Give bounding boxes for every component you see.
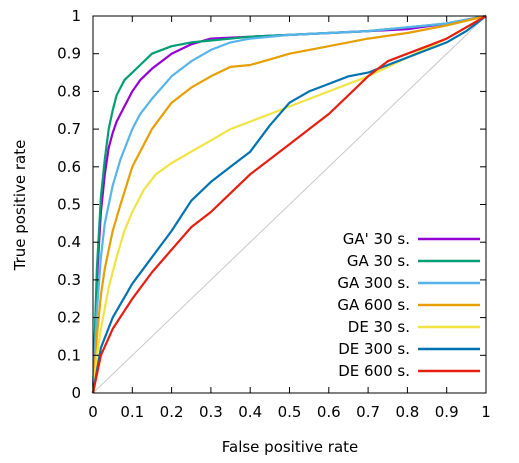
- y-tick-label: 0.8: [57, 82, 81, 100]
- legend-label-7: DE 600 s.: [338, 362, 410, 380]
- legend-label-1: GA' 30 s.: [343, 230, 410, 248]
- x-tick-label: 0.8: [395, 403, 419, 421]
- x-tick-label: 0.1: [120, 403, 144, 421]
- x-axis-label: False positive rate: [222, 438, 359, 456]
- y-axis-label: True positive rate: [11, 140, 29, 272]
- series-line-6: [91, 15, 487, 394]
- diagonal-reference-line: [92, 15, 487, 394]
- series-line-5: [91, 15, 487, 394]
- y-tick-label: 0.1: [57, 346, 81, 364]
- y-tick-label: 0.3: [57, 271, 81, 289]
- series-line-3: [91, 14, 487, 394]
- y-tick-label: 0.2: [57, 309, 81, 327]
- plot-area: 0 0.1 0.2 0.3 0.4 0.5 0.6 0.7 0.8 0.9 1 0 0.1 0.2 0.3 0…: [57, 7, 491, 421]
- x-tick-label: 0.5: [278, 403, 302, 421]
- y-tick-label: 0.9: [57, 45, 81, 63]
- x-tick-label: 0.4: [238, 403, 262, 421]
- x-tick-label: 0.7: [356, 403, 380, 421]
- y-tick-label: 0.6: [57, 158, 81, 176]
- legend-label-3: GA 300 s.: [337, 274, 410, 292]
- legend: GA' 30 s. GA 30 s. GA 300 s. GA 600 s. DE 30…: [337, 230, 480, 380]
- legend-label-4: GA 600 s.: [337, 296, 410, 314]
- legend-label-2: GA 30 s.: [347, 252, 410, 270]
- y-tick-label: 0: [71, 384, 81, 402]
- x-tick-label: 0.6: [317, 403, 341, 421]
- y-tick-label: 0.4: [57, 233, 81, 251]
- x-tick-label: 0.3: [199, 403, 223, 421]
- x-tick-label: 0.9: [435, 403, 459, 421]
- series-line-4: [91, 14, 487, 394]
- y-tick-label: 1: [71, 7, 81, 25]
- legend-label-6: DE 300 s.: [338, 340, 410, 358]
- series-line-7: [91, 15, 487, 394]
- y-tick-label: 0.5: [57, 196, 81, 214]
- x-tick-label: 0.2: [160, 403, 184, 421]
- x-tick-label: 1: [481, 403, 491, 421]
- legend-label-5: DE 30 s.: [348, 318, 410, 336]
- y-tick-label: 0.7: [57, 120, 81, 138]
- x-tick-label: 0: [88, 403, 98, 421]
